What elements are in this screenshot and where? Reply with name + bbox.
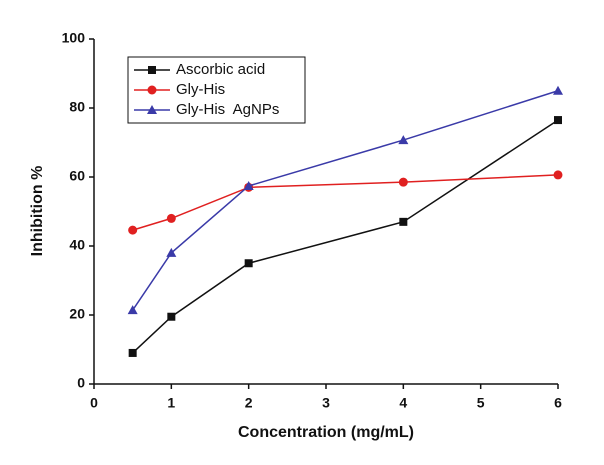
- series-line: [132, 119, 559, 354]
- y-tick-label: 60: [69, 168, 85, 184]
- y-tick-label: 100: [62, 30, 86, 46]
- y-axis-label: Inhibition %: [29, 166, 46, 257]
- marker: [128, 225, 138, 235]
- x-axis-label: Concentration (mg/mL): [238, 424, 414, 441]
- marker: [147, 85, 157, 95]
- legend-label: Gly-His AgNPs: [176, 101, 279, 118]
- y-tick-label: 20: [69, 306, 85, 322]
- marker: [127, 305, 138, 315]
- y-tick-label: 80: [69, 99, 85, 115]
- marker: [166, 247, 177, 257]
- marker: [554, 116, 562, 125]
- y-tick-label: 40: [69, 237, 85, 253]
- marker: [398, 177, 408, 187]
- marker: [553, 85, 563, 95]
- marker: [399, 217, 408, 226]
- x-tick-label: 2: [245, 395, 253, 411]
- marker: [398, 135, 409, 145]
- marker: [553, 170, 563, 180]
- series-line: [132, 174, 559, 231]
- x-tick-label: 4: [399, 395, 407, 411]
- y-tick-label: 0: [77, 375, 85, 391]
- x-tick-label: 3: [322, 395, 330, 411]
- x-tick-label: 6: [554, 395, 562, 411]
- marker: [167, 312, 176, 321]
- marker: [128, 348, 137, 357]
- legend-label: Ascorbic acid: [176, 61, 265, 78]
- marker: [166, 213, 176, 223]
- marker: [148, 66, 156, 74]
- marker: [147, 105, 157, 114]
- legend-label: Gly-His: [176, 81, 225, 98]
- marker: [244, 259, 253, 268]
- x-tick-label: 5: [477, 395, 485, 411]
- x-tick-label: 1: [167, 395, 175, 411]
- x-tick-label: 0: [90, 395, 98, 411]
- series-line: [132, 90, 559, 311]
- marker: [243, 180, 254, 190]
